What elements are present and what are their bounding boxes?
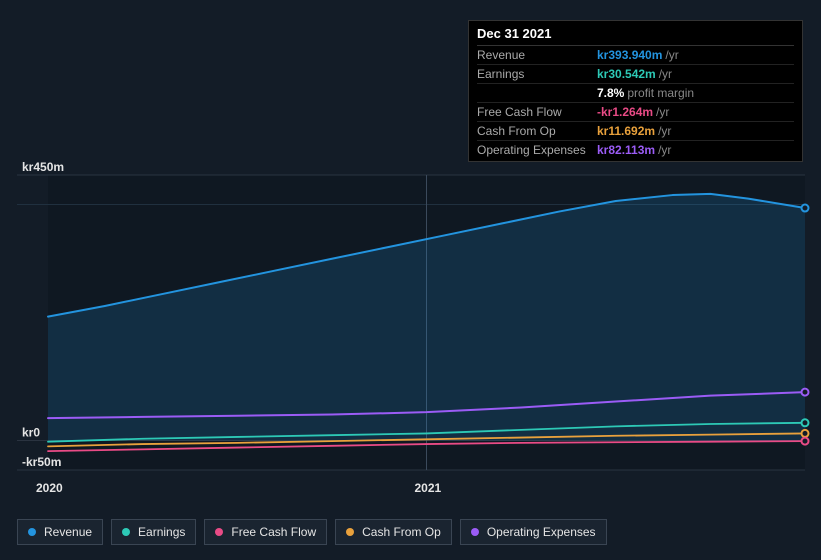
tooltip-label: Free Cash Flow	[477, 105, 597, 119]
legend-item[interactable]: Free Cash Flow	[204, 519, 327, 545]
tooltip-value: kr82.113m	[597, 143, 655, 157]
svg-text:-kr50m: -kr50m	[22, 455, 61, 469]
tooltip-label: Operating Expenses	[477, 143, 597, 157]
tooltip-panel: Dec 31 2021 Revenuekr393.940m/yrEarnings…	[468, 20, 803, 162]
tooltip-row: Revenuekr393.940m/yr	[477, 46, 794, 65]
legend-label: Free Cash Flow	[231, 525, 316, 539]
legend-label: Operating Expenses	[487, 525, 596, 539]
svg-text:2021: 2021	[415, 481, 442, 495]
tooltip-row: Earningskr30.542m/yr	[477, 65, 794, 84]
tooltip-value: kr11.692m	[597, 124, 655, 138]
tooltip-label: Revenue	[477, 48, 597, 62]
legend-dot-icon	[28, 528, 36, 536]
tooltip-suffix: /yr	[665, 48, 678, 62]
legend-dot-icon	[122, 528, 130, 536]
legend-label: Revenue	[44, 525, 92, 539]
legend-item[interactable]: Revenue	[17, 519, 103, 545]
tooltip-row: Operating Expenseskr82.113m/yr	[477, 141, 794, 159]
legend: Revenue Earnings Free Cash Flow Cash From O…	[17, 519, 607, 545]
svg-text:kr0: kr0	[22, 426, 40, 440]
chart-area: kr450mkr0-kr50m20202021	[0, 160, 821, 480]
legend-dot-icon	[471, 528, 479, 536]
svg-text:2020: 2020	[36, 481, 63, 495]
tooltip-value: kr30.542m	[597, 67, 656, 81]
tooltip-suffix: /yr	[658, 124, 671, 138]
tooltip-row: Free Cash Flow-kr1.264m/yr	[477, 103, 794, 122]
tooltip-row: 7.8%profit margin	[477, 84, 794, 103]
legend-label: Cash From Op	[362, 525, 441, 539]
tooltip-value: 7.8%	[597, 86, 624, 100]
tooltip-row: Cash From Opkr11.692m/yr	[477, 122, 794, 141]
tooltip-suffix: profit margin	[627, 86, 694, 100]
legend-label: Earnings	[138, 525, 185, 539]
legend-dot-icon	[215, 528, 223, 536]
tooltip-value: -kr1.264m	[597, 105, 653, 119]
legend-dot-icon	[346, 528, 354, 536]
tooltip-suffix: /yr	[656, 105, 669, 119]
tooltip-label: Cash From Op	[477, 124, 597, 138]
tooltip-suffix: /yr	[659, 67, 672, 81]
legend-item[interactable]: Earnings	[111, 519, 196, 545]
chart-svg[interactable]: kr450m kr0 -kr50m 2020 2021	[0, 160, 821, 520]
svg-text:kr450m: kr450m	[22, 160, 64, 174]
tooltip-label	[477, 86, 597, 100]
legend-item[interactable]: Operating Expenses	[460, 519, 607, 545]
tooltip-suffix: /yr	[658, 143, 671, 157]
tooltip-value: kr393.940m	[597, 48, 662, 62]
legend-item[interactable]: Cash From Op	[335, 519, 452, 545]
tooltip-label: Earnings	[477, 67, 597, 81]
tooltip-date: Dec 31 2021	[477, 26, 794, 46]
